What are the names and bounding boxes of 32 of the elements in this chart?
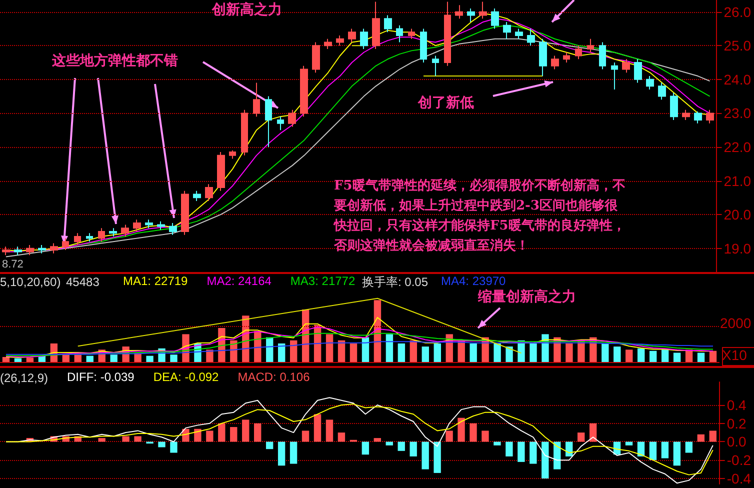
text: 45483 — [66, 275, 100, 289]
text: MACD: 0.106 — [238, 370, 310, 384]
text: 5,10,20,60) — [0, 275, 61, 289]
y-tick-label: 21.0 — [724, 172, 752, 189]
annotation: 缩量创新高之力 — [477, 288, 576, 305]
text: MA4: 23970 — [441, 274, 506, 288]
y-tick-label: 23.0 — [724, 105, 752, 122]
text: 换手率: 0.05 — [362, 275, 428, 289]
y-tick-label: -0.4 — [726, 470, 752, 486]
y-tick-label: 0.0 — [726, 434, 747, 450]
annotation: F5暖气带弹性的延续，必须得股价不断创新高，不要创新低，如果上升过程中跌到2-3区间也能够很快拉回，只有这样才能保持F5暖气带的良好弹性，否则这弹性就会被减弱直至消失！ — [333, 178, 626, 254]
text: MA2: 24164 — [206, 274, 272, 288]
text: MA3: 21772 — [290, 274, 356, 288]
y-tick-label: 19.0 — [724, 240, 752, 256]
y-tick-label: 26.0 — [724, 4, 752, 20]
y-tick-label: 25.0 — [724, 38, 752, 54]
annotation: 这些地方弹性都不错 — [51, 52, 178, 69]
annotation: 创新高之力 — [211, 1, 282, 18]
y-tick-label: 22.0 — [724, 138, 752, 155]
y-tick-label: -0.2 — [726, 452, 752, 468]
text: 2000 — [720, 315, 752, 331]
text: MA1: 22719 — [123, 274, 188, 288]
annotation: 8.72 — [2, 258, 24, 270]
text: DIFF: -0.039 — [67, 370, 135, 384]
annotation: (26,12,9) — [0, 371, 48, 385]
y-tick-label: 24.0 — [724, 71, 752, 88]
annotation: 创了新低 — [417, 94, 474, 111]
y-tick-label: 0.2 — [726, 415, 747, 432]
text: X10 — [722, 347, 748, 363]
text: DEA: -0.092 — [153, 370, 220, 384]
y-tick-label: 0.4 — [726, 396, 747, 413]
y-tick-label: 20.0 — [724, 206, 752, 223]
